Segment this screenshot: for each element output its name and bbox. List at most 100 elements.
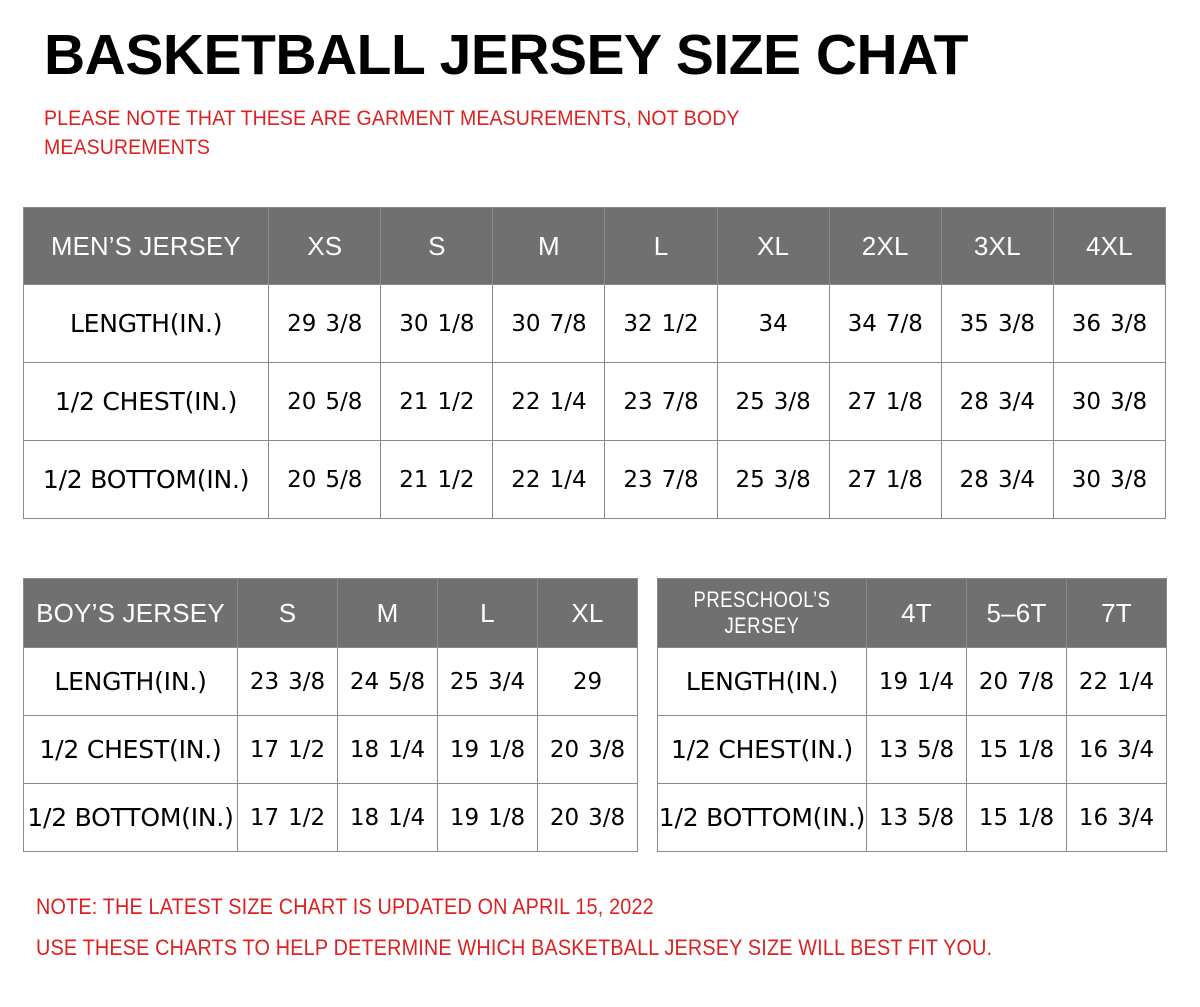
fraction: 3/8 bbox=[588, 804, 626, 831]
whole-number: 23 bbox=[623, 388, 653, 415]
whole-number: 24 bbox=[349, 668, 380, 695]
mens-table-body: LENGTH(IN.) 29 3/8 30 1/8 30 7/8 32 1/2 34 34 7/8 35… bbox=[22, 284, 1167, 519]
whole-number: 20 bbox=[549, 736, 580, 763]
fraction: 1/2 bbox=[288, 804, 326, 831]
mens-size-header-l: L bbox=[604, 207, 718, 285]
fraction: 5/8 bbox=[325, 388, 363, 415]
whole-number: 19 bbox=[449, 804, 480, 831]
boys-measurement-cell: 20 3/8 bbox=[537, 715, 638, 784]
preschool-row-label: 1/2 BOTTOM(IN.) bbox=[657, 783, 867, 852]
fraction: 3/8 bbox=[773, 388, 811, 415]
boys-measurement-cell: 18 1/4 bbox=[337, 715, 438, 784]
mens-measurement-cell: 22 1/4 bbox=[492, 362, 606, 441]
mens-measurement-cell: 23 7/8 bbox=[604, 362, 718, 441]
preschool-measurement-cell: 15 1/8 bbox=[966, 783, 1067, 852]
mens-measurement-cell: 22 1/4 bbox=[492, 440, 606, 519]
boys-measurement-row: 1/2 CHEST(IN.) 17 1/2 18 1/4 19 1/8 20 3/8 bbox=[23, 715, 638, 784]
whole-number: 22 bbox=[511, 466, 541, 493]
fraction: 7/8 bbox=[1017, 668, 1055, 695]
whole-number: 25 bbox=[449, 668, 480, 695]
boys-jersey-size-table: BOY’S JERSEY S M L XL LENGTH(IN.) 23 3/8 24 5/8 2… bbox=[23, 578, 638, 852]
mens-table-title-header: MEN’S JERSEY bbox=[22, 207, 270, 285]
fraction: 1/2 bbox=[288, 736, 326, 763]
fraction: 5/8 bbox=[917, 736, 955, 763]
fraction: 1/8 bbox=[488, 804, 526, 831]
fraction: 5/8 bbox=[917, 804, 955, 831]
whole-number: 32 bbox=[623, 310, 653, 337]
fraction: 1/8 bbox=[885, 466, 923, 493]
fraction: 3/8 bbox=[1110, 310, 1148, 337]
whole-number: 22 bbox=[1078, 668, 1109, 695]
fraction: 3/8 bbox=[1110, 466, 1148, 493]
fraction: 1/2 bbox=[661, 310, 699, 337]
boys-table-title-text: BOY’S JERSEY bbox=[36, 597, 225, 628]
fraction: 5/8 bbox=[325, 466, 363, 493]
mens-jersey-size-table: MEN’S JERSEY XS S M L XL 2XL 3XL 4XL LENGTH(IN.)… bbox=[22, 207, 1167, 519]
boys-measurement-cell: 23 3/8 bbox=[237, 647, 338, 716]
fraction: 1/8 bbox=[1017, 804, 1055, 831]
boys-table-title-header: BOY’S JERSEY bbox=[23, 578, 238, 648]
whole-number: 21 bbox=[399, 388, 429, 415]
whole-number: 15 bbox=[978, 804, 1009, 831]
mens-measurement-cell: 28 3/4 bbox=[940, 362, 1054, 441]
boys-row-label: 1/2 CHEST(IN.) bbox=[23, 715, 238, 784]
mens-row-label: 1/2 BOTTOM(IN.) bbox=[22, 440, 270, 519]
mens-table-head: MEN’S JERSEY XS S M L XL 2XL 3XL 4XL bbox=[22, 207, 1167, 285]
fraction: 3/8 bbox=[588, 736, 626, 763]
whole-number: 15 bbox=[978, 736, 1009, 763]
whole-number: 20 bbox=[287, 388, 317, 415]
whole-number: 18 bbox=[349, 736, 380, 763]
preschool-measurement-cell: 20 7/8 bbox=[966, 647, 1067, 716]
mens-measurement-cell: 30 7/8 bbox=[492, 284, 606, 363]
preschool-row-label: LENGTH(IN.) bbox=[657, 647, 867, 716]
mens-row-label: LENGTH(IN.) bbox=[22, 284, 270, 363]
boys-header-row: BOY’S JERSEY S M L XL bbox=[23, 578, 638, 648]
mens-measurement-cell: 28 3/4 bbox=[940, 440, 1054, 519]
fraction: 3/4 bbox=[997, 388, 1035, 415]
fraction: 1/4 bbox=[388, 736, 426, 763]
fraction: 3/4 bbox=[488, 668, 526, 695]
fraction: 3/8 bbox=[773, 466, 811, 493]
preschool-table-title-text: PRESCHOOL’S JERSEY bbox=[693, 587, 831, 638]
preschool-row-label: 1/2 CHEST(IN.) bbox=[657, 715, 867, 784]
whole-number: 23 bbox=[623, 466, 653, 493]
mens-table-title-text: MEN’S JERSEY bbox=[51, 230, 241, 261]
fraction: 3/4 bbox=[1117, 804, 1155, 831]
boys-measurement-row: LENGTH(IN.) 23 3/8 24 5/8 25 3/4 29 bbox=[23, 647, 638, 716]
mens-measurement-cell: 23 7/8 bbox=[604, 440, 718, 519]
preschool-table-body: LENGTH(IN.) 19 1/4 20 7/8 22 1/4 1/2 CHEST(IN.)… bbox=[657, 647, 1167, 852]
mens-header-row: MEN’S JERSEY XS S M L XL 2XL 3XL 4XL bbox=[22, 207, 1167, 285]
whole-number: 20 bbox=[978, 668, 1009, 695]
mens-measurement-row: LENGTH(IN.) 29 3/8 30 1/8 30 7/8 32 1/2 34 34 7/8 35… bbox=[22, 284, 1167, 363]
preschool-measurement-row: LENGTH(IN.) 19 1/4 20 7/8 22 1/4 bbox=[657, 647, 1167, 716]
boys-measurement-cell: 17 1/2 bbox=[237, 783, 338, 852]
boys-measurement-cell: 17 1/2 bbox=[237, 715, 338, 784]
fraction: 1/2 bbox=[437, 466, 475, 493]
preschool-size-header-7t: 7T bbox=[1066, 578, 1167, 648]
boys-measurement-cell: 19 1/8 bbox=[437, 783, 538, 852]
mens-size-header-xl: XL bbox=[716, 207, 830, 285]
mens-measurement-cell: 34 bbox=[716, 284, 830, 363]
mens-measurement-cell: 20 5/8 bbox=[268, 440, 382, 519]
preschool-header-row: PRESCHOOL’S JERSEY 4T 5–6T 7T bbox=[657, 578, 1167, 648]
mens-measurement-cell: 34 7/8 bbox=[828, 284, 942, 363]
whole-number: 19 bbox=[449, 736, 480, 763]
fraction: 3/8 bbox=[997, 310, 1035, 337]
whole-number: 30 bbox=[511, 310, 541, 337]
mens-size-header-m: M bbox=[492, 207, 606, 285]
boys-table-body: LENGTH(IN.) 23 3/8 24 5/8 25 3/4 29 1/2 CHEST(IN… bbox=[23, 647, 638, 852]
fraction: 3/4 bbox=[1117, 736, 1155, 763]
boys-measurement-cell: 20 3/8 bbox=[537, 783, 638, 852]
fraction: 1/8 bbox=[437, 310, 475, 337]
mens-row-label: 1/2 CHEST(IN.) bbox=[22, 362, 270, 441]
boys-row-label: 1/2 BOTTOM(IN.) bbox=[23, 783, 238, 852]
preschool-measurement-cell: 15 1/8 bbox=[966, 715, 1067, 784]
whole-number: 20 bbox=[287, 466, 317, 493]
mens-measurement-cell: 27 1/8 bbox=[828, 440, 942, 519]
whole-number: 16 bbox=[1078, 804, 1109, 831]
fraction: 7/8 bbox=[661, 466, 699, 493]
preschool-measurement-row: 1/2 CHEST(IN.) 13 5/8 15 1/8 16 3/4 bbox=[657, 715, 1167, 784]
mens-measurement-row: 1/2 CHEST(IN.) 20 5/8 21 1/2 22 1/4 23 7/8 25 3/8 2… bbox=[22, 362, 1167, 441]
preschool-table-title-header: PRESCHOOL’S JERSEY bbox=[657, 578, 867, 648]
preschool-jersey-size-table: PRESCHOOL’S JERSEY 4T 5–6T 7T LENGTH(IN.) 19… bbox=[657, 578, 1167, 852]
